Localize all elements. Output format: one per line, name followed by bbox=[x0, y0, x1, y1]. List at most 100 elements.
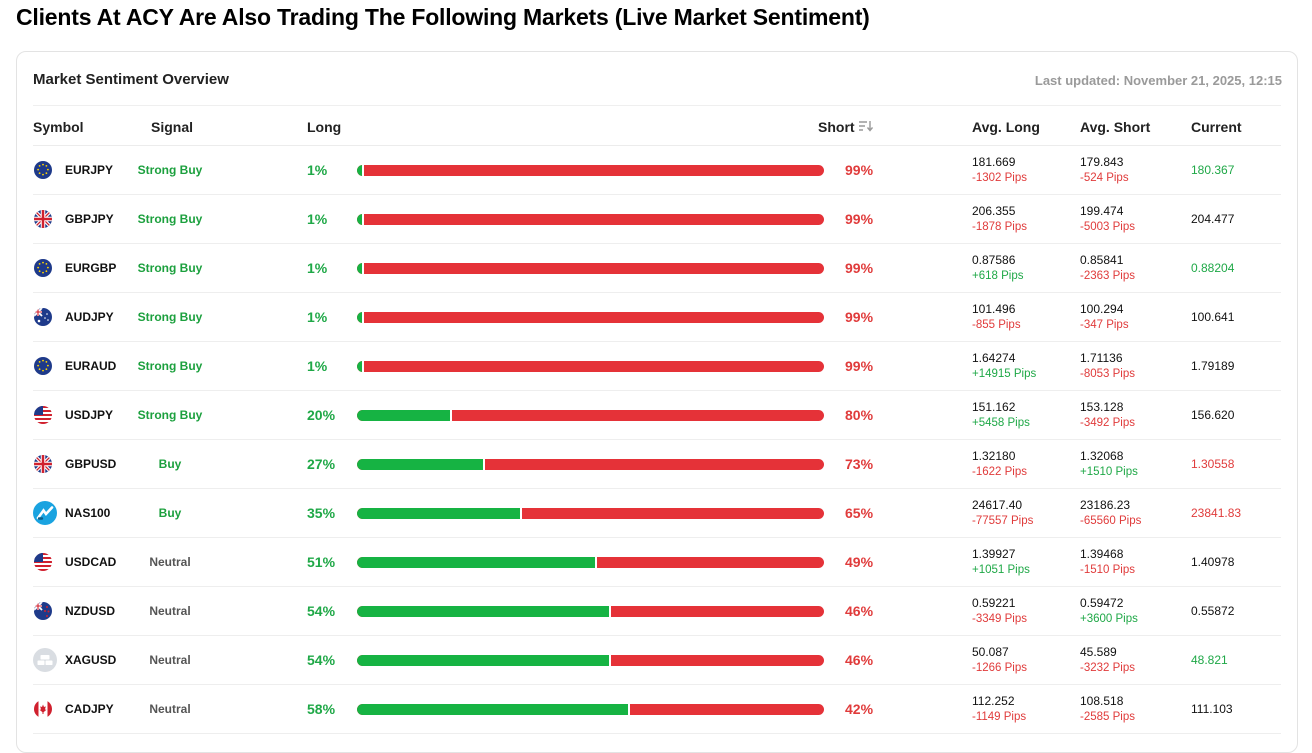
table-row[interactable]: USDJPY Strong Buy 20% 80% 151.162 +5458 Pips 1… bbox=[33, 391, 1281, 440]
avg-long-cell: 151.162 +5458 Pips bbox=[972, 399, 1030, 431]
symbol-cell[interactable]: EURAUD bbox=[65, 359, 117, 373]
symbol-cell[interactable]: EURJPY bbox=[65, 163, 114, 177]
signal-cell: Strong Buy bbox=[137, 310, 203, 324]
symbol-cell[interactable]: XAGUSD bbox=[65, 653, 117, 667]
avg-short-cell: 23186.23 -65560 Pips bbox=[1080, 497, 1141, 529]
column-header-symbol: Symbol bbox=[33, 119, 84, 135]
card-title: Market Sentiment Overview bbox=[33, 71, 229, 88]
last-updated: Last updated: November 21, 2025, 12:15 bbox=[1034, 73, 1282, 88]
avg-short-cell: 108.518 -2585 Pips bbox=[1080, 693, 1135, 725]
signal-cell: Neutral bbox=[149, 604, 191, 618]
avg-short-pips: -2363 Pips bbox=[1080, 270, 1135, 282]
symbol-cell[interactable]: EURGBP bbox=[65, 261, 117, 275]
short-percent: 46% bbox=[845, 652, 874, 668]
avg-long-pips: -1266 Pips bbox=[972, 662, 1027, 674]
current-price: 1.40978 bbox=[1191, 555, 1235, 569]
symbol-cell[interactable]: GBPUSD bbox=[65, 457, 117, 471]
long-bar-fill bbox=[357, 459, 485, 470]
column-header-short[interactable]: Short bbox=[818, 119, 873, 135]
sentiment-bar bbox=[357, 508, 824, 519]
current-price: 48.821 bbox=[1191, 653, 1228, 667]
avg-long-pips: -1149 Pips bbox=[972, 711, 1027, 723]
sentiment-bar bbox=[357, 704, 824, 715]
long-percent: 51% bbox=[307, 554, 336, 570]
column-header-signal: Signal bbox=[151, 119, 194, 135]
symbol-cell[interactable]: AUDJPY bbox=[65, 310, 114, 324]
avg-long-cell: 112.252 -1149 Pips bbox=[972, 693, 1026, 725]
avg-long-pips: -855 Pips bbox=[972, 319, 1021, 331]
column-header-avg-long: Avg. Long bbox=[972, 119, 1040, 135]
sentiment-bar bbox=[357, 263, 824, 274]
avg-long-price: 151.162 bbox=[972, 400, 1016, 414]
short-percent: 49% bbox=[845, 554, 874, 570]
avg-short-pips: -65560 Pips bbox=[1080, 515, 1142, 527]
table-row[interactable]: NAS100 Buy 35% 65% 24617.40 -77557 Pips 23186.… bbox=[33, 489, 1281, 538]
avg-long-price: 101.496 bbox=[972, 302, 1016, 316]
long-bar-fill bbox=[357, 165, 364, 176]
avg-long-pips: -1878 Pips bbox=[972, 221, 1027, 233]
sort-icon[interactable] bbox=[858, 121, 873, 135]
avg-long-pips: +14915 Pips bbox=[972, 368, 1037, 380]
avg-long-pips: -1302 Pips bbox=[972, 172, 1027, 184]
avg-long-cell: 1.32180 -1622 Pips bbox=[972, 448, 1027, 480]
long-bar-fill bbox=[357, 214, 364, 225]
table-row[interactable]: XAGUSD Neutral 54% 46% 50.087 -1266 Pips 45.58… bbox=[33, 636, 1281, 685]
avg-long-price: 50.087 bbox=[972, 645, 1009, 659]
sentiment-bar bbox=[357, 214, 824, 225]
table-row[interactable]: CADJPY Neutral 58% 42% 112.252 -1149 Pips 108.… bbox=[33, 685, 1281, 734]
avg-short-pips: -5003 Pips bbox=[1080, 221, 1135, 233]
long-percent: 1% bbox=[307, 162, 328, 178]
sentiment-bar bbox=[357, 606, 824, 617]
table-row[interactable]: EURGBP Strong Buy 1% 99% 0.87586 +618 Pips 0.8… bbox=[33, 244, 1281, 293]
symbol-cell[interactable]: CADJPY bbox=[65, 702, 114, 716]
avg-long-price: 0.87586 bbox=[972, 253, 1016, 267]
long-bar-fill bbox=[357, 557, 597, 568]
symbol-cell[interactable]: NZDUSD bbox=[65, 604, 115, 618]
table-row[interactable]: AUDJPY Strong Buy 1% 99% 101.496 -855 Pips 100… bbox=[33, 293, 1281, 342]
sentiment-card: Market Sentiment Overview Last updated: … bbox=[16, 51, 1298, 753]
avg-long-pips: -77557 Pips bbox=[972, 515, 1034, 527]
avg-long-price: 1.32180 bbox=[972, 449, 1016, 463]
avg-short-price: 0.59472 bbox=[1080, 596, 1124, 610]
avg-long-cell: 206.355 -1878 Pips bbox=[972, 203, 1027, 235]
avg-short-price: 45.589 bbox=[1080, 645, 1117, 659]
table-row[interactable]: NZDUSD Neutral 54% 46% 0.59221 -3349 Pips 0.59… bbox=[33, 587, 1281, 636]
current-price: 111.103 bbox=[1191, 702, 1233, 716]
avg-short-pips: -347 Pips bbox=[1080, 319, 1129, 331]
us-flag-icon bbox=[34, 553, 52, 571]
table-row[interactable]: USDCAD Neutral 51% 49% 1.39927 +1051 Pips 1.39… bbox=[33, 538, 1281, 587]
avg-short-cell: 1.39468 -1510 Pips bbox=[1080, 546, 1135, 578]
signal-cell: Buy bbox=[158, 506, 182, 520]
table-body: EURJPY Strong Buy 1% 99% 181.669 -1302 Pips 17… bbox=[17, 146, 1297, 734]
symbol-cell[interactable]: USDCAD bbox=[65, 555, 117, 569]
avg-long-price: 181.669 bbox=[972, 155, 1016, 169]
avg-long-price: 206.355 bbox=[972, 204, 1016, 218]
table-row[interactable]: GBPUSD Buy 27% 73% 1.32180 -1622 Pips 1.32068 +… bbox=[33, 440, 1281, 489]
table-row[interactable]: GBPJPY Strong Buy 1% 99% 206.355 -1878 Pips 19… bbox=[33, 195, 1281, 244]
avg-long-cell: 1.64274 +14915 Pips bbox=[972, 350, 1036, 382]
avg-short-pips: -2585 Pips bbox=[1080, 711, 1135, 723]
table-header-divider bbox=[33, 145, 1281, 146]
table-row[interactable]: EURJPY Strong Buy 1% 99% 181.669 -1302 Pips 17… bbox=[33, 146, 1281, 195]
avg-short-price: 0.85841 bbox=[1080, 253, 1124, 267]
table-header: Symbol Signal Long Short Avg. Long Avg. … bbox=[17, 106, 1297, 146]
au-flag-icon bbox=[34, 308, 52, 326]
avg-short-price: 1.32068 bbox=[1080, 449, 1124, 463]
long-percent: 35% bbox=[307, 505, 336, 521]
silver-icon bbox=[33, 648, 57, 672]
avg-short-pips: +3600 Pips bbox=[1080, 613, 1138, 625]
symbol-cell[interactable]: GBPJPY bbox=[65, 212, 114, 226]
symbol-cell[interactable]: USDJPY bbox=[65, 408, 114, 422]
nas100-icon bbox=[33, 501, 57, 525]
ca-flag-icon bbox=[34, 700, 52, 718]
long-bar-fill bbox=[357, 704, 630, 715]
avg-long-pips: +618 Pips bbox=[972, 270, 1024, 282]
avg-long-cell: 1.39927 +1051 Pips bbox=[972, 546, 1030, 578]
table-row[interactable]: EURAUD Strong Buy 1% 99% 1.64274 +14915 Pips 1… bbox=[33, 342, 1281, 391]
us-flag-icon bbox=[34, 406, 52, 424]
symbol-cell[interactable]: NAS100 bbox=[65, 506, 111, 520]
avg-long-cell: 0.59221 -3349 Pips bbox=[972, 595, 1027, 627]
avg-long-pips: +1051 Pips bbox=[972, 564, 1030, 576]
avg-short-price: 199.474 bbox=[1080, 204, 1124, 218]
long-percent: 20% bbox=[307, 407, 336, 423]
